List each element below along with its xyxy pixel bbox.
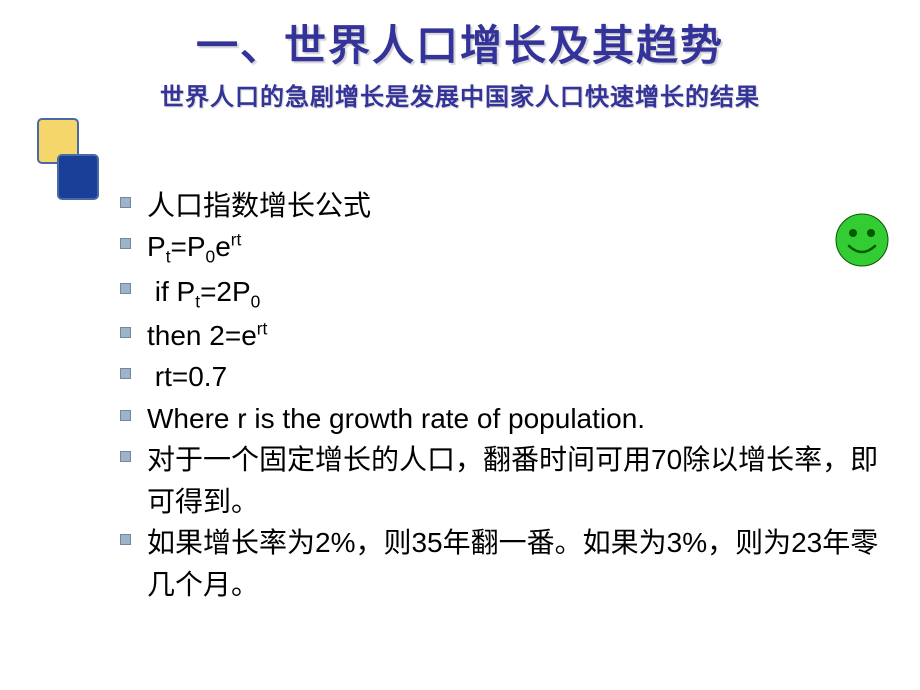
- bullet-text: rt=0.7: [147, 356, 227, 397]
- title-block: 一、世界人口增长及其趋势 世界人口的急剧增长是发展中国家人口快速增长的结果: [0, 0, 920, 112]
- bullet-square-icon: [120, 410, 131, 421]
- bullet-text: then 2=ert: [147, 315, 267, 356]
- bullet-square-icon: [120, 283, 131, 294]
- bullet-square-icon: [120, 534, 131, 545]
- bullet-row: then 2=ert: [120, 315, 880, 356]
- bullet-square-icon: [120, 197, 131, 208]
- bullet-text: 人口指数增长公式: [147, 185, 371, 226]
- bullet-row: 如果增长率为2%，则35年翻一番。如果为3%，则为23年零几个月。: [120, 522, 880, 605]
- smiley-icon: [834, 212, 890, 268]
- decor-bars-icon: [30, 115, 110, 205]
- bullet-row: Where r is the growth rate of population…: [120, 398, 880, 439]
- bullet-text: Where r is the growth rate of population…: [147, 398, 645, 439]
- bullet-row: Pt=P0ert: [120, 226, 880, 270]
- sub-title: 世界人口的急剧增长是发展中国家人口快速增长的结果: [0, 77, 920, 112]
- bullet-text: 如果增长率为2%，则35年翻一番。如果为3%，则为23年零几个月。: [147, 522, 880, 605]
- main-title: 一、世界人口增长及其趋势: [0, 12, 920, 73]
- bullet-row: 人口指数增长公式: [120, 185, 880, 226]
- bullet-list: 人口指数增长公式Pt=P0ert if Pt=2P0then 2=ert rt=…: [120, 185, 880, 605]
- bullet-square-icon: [120, 451, 131, 462]
- bullet-row: if Pt=2P0: [120, 271, 880, 315]
- bullet-text: if Pt=2P0: [147, 271, 260, 315]
- bullet-row: 对于一个固定增长的人口，翻番时间可用70除以增长率，即可得到。: [120, 439, 880, 522]
- bullet-text: 对于一个固定增长的人口，翻番时间可用70除以增长率，即可得到。: [147, 439, 880, 522]
- bullet-square-icon: [120, 327, 131, 338]
- bullet-square-icon: [120, 238, 131, 249]
- bullet-row: rt=0.7: [120, 356, 880, 397]
- bullet-text: Pt=P0ert: [147, 226, 241, 270]
- bullet-square-icon: [120, 368, 131, 379]
